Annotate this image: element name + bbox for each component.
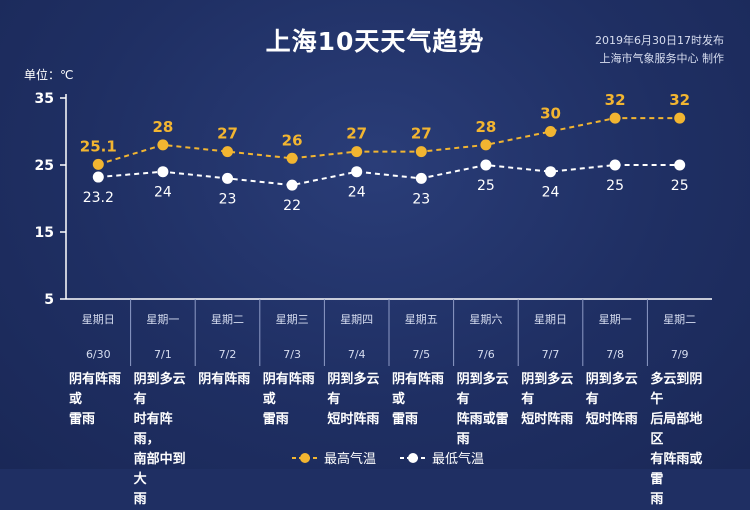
date-label: 6/30: [86, 348, 111, 361]
legend-high-label: 最高气温: [324, 452, 377, 467]
weekday-label: 星期四: [340, 313, 373, 326]
high-temp-point: [415, 146, 427, 158]
date-label: 7/2: [219, 348, 237, 361]
y-tick-label: 25: [35, 158, 54, 174]
publisher: 上海市气象服务中心 制作: [599, 52, 725, 65]
weekday-label: 星期五: [405, 313, 438, 326]
unit-label: 单位：℃: [24, 68, 74, 82]
high-temp-point: [609, 112, 621, 124]
high-temp-point: [480, 139, 492, 151]
weather-description: 阴到多云有 短时阵雨: [521, 372, 574, 427]
low-temp-point: [480, 159, 492, 171]
weather-description: 阴到多云有 阵雨或雷雨: [456, 372, 509, 447]
weekday-label: 星期二: [211, 313, 244, 326]
legend-low: 最低气温: [400, 448, 484, 467]
low-temp-point: [92, 171, 104, 183]
publish-info: 2019年6月30日17时发布 上海市气象服务中心 制作: [595, 32, 724, 68]
weather-description: 阴有阵雨或 雷雨: [69, 372, 122, 427]
chart-title: 上海10天天气趋势: [265, 27, 485, 56]
high-temp-label: 26: [282, 131, 303, 149]
weekday-label: 星期日: [82, 313, 115, 326]
low-temp-label: 23.2: [83, 190, 114, 206]
weather-description: 阴到多云有 短时阵雨: [585, 372, 638, 427]
weekday-label: 星期二: [663, 313, 696, 326]
high-temp-point: [286, 152, 298, 164]
high-temp-label: 30: [540, 105, 561, 123]
low-temp-label: 24: [154, 185, 172, 201]
high-temp-label: 28: [475, 118, 496, 136]
low-temp-label: 25: [671, 178, 689, 194]
weekday-label: 星期一: [599, 313, 632, 326]
low-temp-label: 24: [348, 185, 366, 201]
y-tick-label: 35: [35, 91, 54, 107]
low-temp-label: 25: [606, 178, 624, 194]
publish-time: 2019年6月30日17时发布: [595, 34, 724, 47]
weather-description: 阴到多云有 时有阵雨， 南部中到大雨: [133, 372, 186, 507]
low-temp-label: 22: [283, 198, 301, 214]
weather-description: 阴有阵雨: [198, 372, 251, 387]
date-label: 7/5: [412, 348, 430, 361]
low-temp-point: [545, 166, 556, 178]
date-label: 7/3: [283, 348, 301, 361]
y-tick-label: 15: [35, 225, 54, 241]
high-temp-label: 27: [217, 125, 238, 143]
low-temp-point: [286, 179, 298, 191]
high-temp-label: 27: [346, 125, 367, 143]
high-temp-label: 28: [152, 118, 173, 136]
high-temp-point: [545, 126, 556, 137]
weekday-label: 星期日: [534, 313, 567, 326]
low-temp-label: 23: [219, 191, 237, 207]
weather-description: 阴有阵雨或 雷雨: [392, 372, 445, 427]
date-label: 7/8: [606, 348, 624, 361]
legend-low-label: 最低气温: [432, 452, 485, 467]
weather-description: 阴有阵雨或 雷雨: [262, 372, 315, 427]
high-temp-line: [98, 117, 680, 166]
high-temp-point: [157, 139, 169, 151]
low-temp-point: [415, 172, 427, 184]
low-temp-label: 25: [477, 178, 495, 194]
weekday-label: 星期三: [276, 313, 309, 326]
temperature-chart: 5 15 25 35 星期日 6/30 星期一 7/1 星期二 7/2 星期三 7/3 星期四 7/4 星期…: [35, 91, 712, 366]
high-temp-label: 32: [605, 91, 626, 109]
low-temp-label: 23: [412, 191, 430, 207]
y-tick-label: 5: [44, 292, 54, 308]
legend-low-marker: [400, 452, 426, 463]
legend-high: 最高气温: [292, 448, 376, 467]
low-temp-point: [157, 166, 169, 178]
low-temp-point: [674, 159, 686, 171]
high-temp-point: [92, 158, 104, 170]
high-temp-point: [351, 146, 363, 158]
low-temp-point: [609, 159, 621, 171]
high-temp-label: 27: [411, 125, 432, 143]
high-temp-label: 25.1: [80, 137, 117, 155]
legend-high-marker: [292, 452, 318, 463]
low-temp-label: 24: [542, 185, 560, 201]
weekday-label: 星期六: [469, 313, 502, 326]
date-label: 7/9: [671, 348, 689, 361]
low-temp-line: [98, 163, 680, 187]
date-label: 7/1: [154, 348, 172, 361]
high-temp-point: [674, 112, 686, 124]
low-temp-point: [222, 172, 233, 184]
date-label: 7/7: [542, 348, 560, 361]
high-temp-label: 32: [669, 91, 690, 109]
weather-description: 多云到阴午 后局部地区 有阵雨或雷雨: [650, 372, 703, 507]
high-temp-point: [222, 146, 233, 158]
date-label: 7/6: [477, 348, 495, 361]
weather-description: 阴到多云有 短时阵雨: [327, 372, 380, 427]
date-label: 7/4: [348, 348, 366, 361]
weekday-label: 星期一: [146, 313, 179, 326]
low-temp-point: [351, 166, 363, 178]
